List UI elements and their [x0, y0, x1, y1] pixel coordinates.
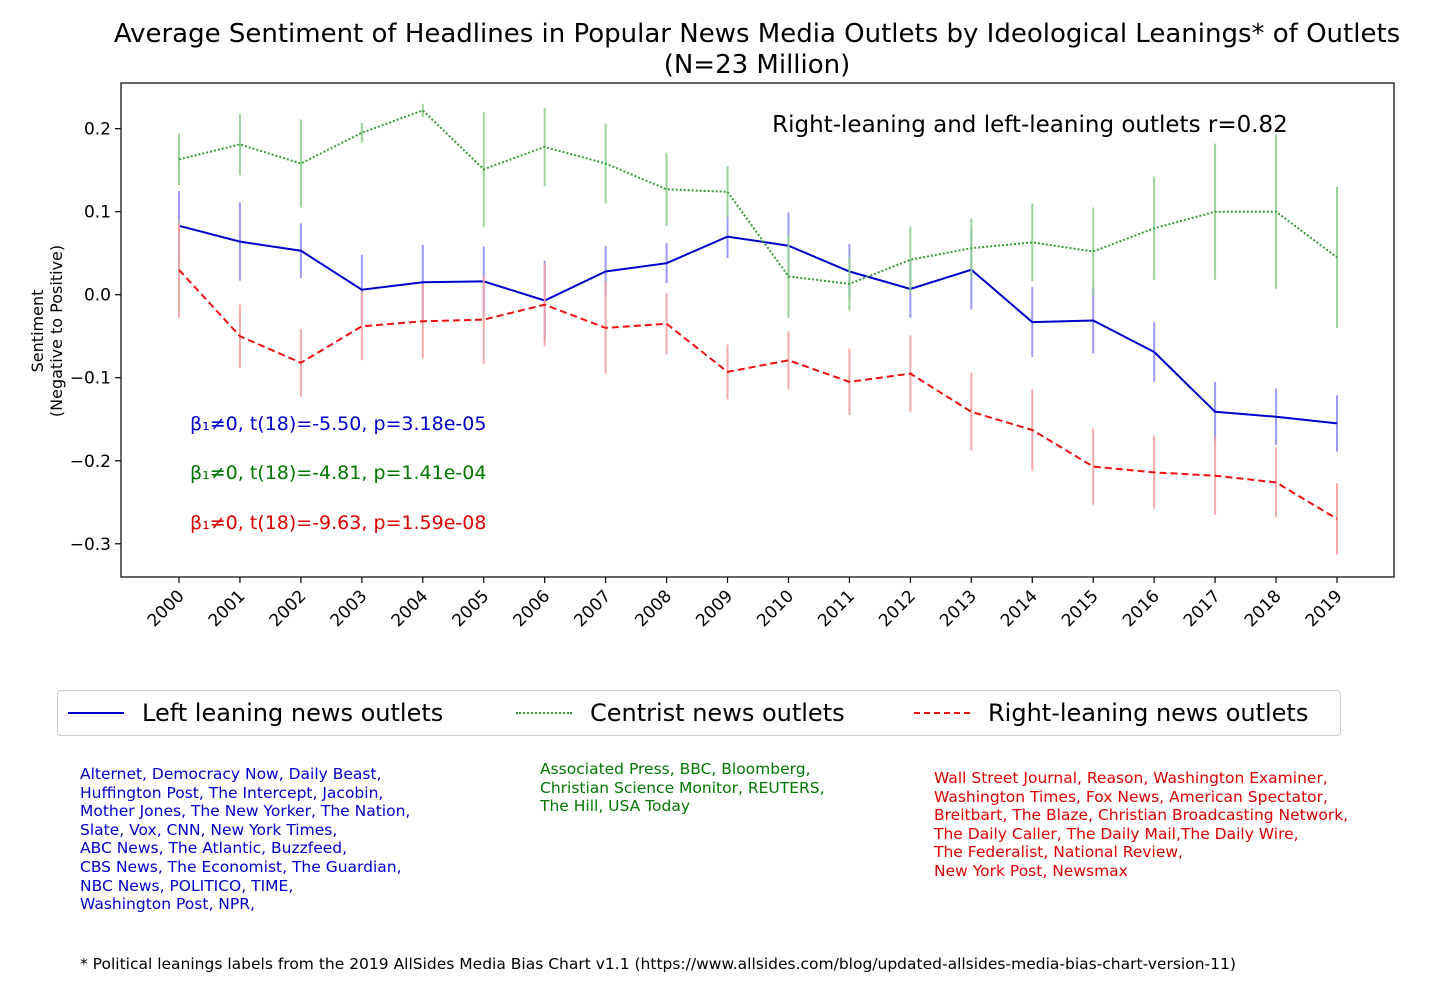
- x-tick-label: 2017: [1180, 586, 1225, 631]
- legend-swatch-centrist: [516, 712, 572, 714]
- right-outlets-list: Wall Street Journal, Reason, Washington …: [934, 769, 1349, 880]
- x-tick-label: 2010: [753, 586, 798, 631]
- legend-swatch-left: [68, 712, 124, 714]
- y-tick-label: −0.1: [70, 369, 111, 389]
- x-tick-label: 2000: [144, 586, 189, 631]
- series-line: [178, 109, 1338, 285]
- left-outlets-list: Alternet, Democracy Now, Daily Beast, Hu…: [80, 765, 411, 914]
- legend-label-right: Right-leaning news outlets: [988, 699, 1309, 727]
- x-tick-label: 2019: [1302, 586, 1347, 631]
- legend-label-left: Left leaning news outlets: [142, 699, 444, 727]
- y-tick-label: −0.3: [70, 535, 111, 555]
- x-axis: 2000 2001 2002 2003 2004 2005 2006 2007 2008 2009…: [144, 577, 1347, 631]
- x-tick-label: 2014: [997, 586, 1042, 631]
- legend-label-centrist: Centrist news outlets: [590, 699, 845, 727]
- centrist-outlets-list: Associated Press, BBC, Bloomberg, Christ…: [540, 760, 825, 816]
- x-tick-label: 2008: [631, 586, 676, 631]
- y-axis-label: Sentiment (Negative to Positive): [28, 245, 66, 417]
- y-tick-label: 0.1: [84, 203, 111, 223]
- x-tick-label: 2012: [875, 586, 920, 631]
- series-2: [178, 221, 1338, 555]
- legend: Left leaning news outlets Centrist news …: [57, 690, 1341, 736]
- series-1: [178, 103, 1338, 328]
- y-axis: 0.2 0.1 0.0 −0.1 −0.2 −0.3: [70, 120, 121, 555]
- x-tick-label: 2005: [449, 586, 494, 631]
- legend-swatch-right: [914, 712, 970, 714]
- x-tick-label: 2004: [388, 586, 433, 631]
- y-tick-label: 0.0: [84, 286, 111, 306]
- x-tick-label: 2015: [1058, 586, 1103, 631]
- x-tick-label: 2007: [570, 586, 615, 631]
- series-layer: [178, 103, 1338, 555]
- y-axis-label-main: Sentiment: [28, 290, 47, 373]
- x-tick-label: 2013: [936, 586, 981, 631]
- legend-item-centrist: Centrist news outlets: [516, 691, 845, 735]
- x-tick-label: 2018: [1241, 586, 1286, 631]
- x-tick-label: 2003: [327, 586, 372, 631]
- legend-item-left: Left leaning news outlets: [68, 691, 443, 735]
- stat-right: β₁≠0, t(18)=-9.63, p=1.59e-08: [190, 512, 486, 534]
- stat-centrist: β₁≠0, t(18)=-4.81, p=1.41e-04: [190, 462, 486, 484]
- x-tick-label: 2002: [266, 586, 311, 631]
- correlation-note: Right-leaning and left-leaning outlets r…: [772, 112, 1288, 138]
- x-tick-label: 2016: [1119, 586, 1164, 631]
- y-tick-label: 0.2: [84, 120, 111, 140]
- stat-left: β₁≠0, t(18)=-5.50, p=3.18e-05: [190, 413, 486, 435]
- chart-subtitle: (N=23 Million): [664, 50, 851, 80]
- plot-area: [120, 82, 1395, 578]
- x-tick-label: 2009: [692, 586, 737, 631]
- x-tick-label: 2001: [205, 586, 250, 631]
- y-axis-label-sub: (Negative to Positive): [47, 245, 66, 417]
- x-tick-label: 2006: [509, 586, 554, 631]
- chart-title: Average Sentiment of Headlines in Popula…: [114, 19, 1400, 49]
- y-tick-label: −0.2: [70, 452, 111, 472]
- series-line: [178, 224, 1338, 425]
- series-line: [178, 269, 1338, 520]
- legend-item-right: Right-leaning news outlets: [914, 691, 1308, 735]
- x-tick-label: 2011: [814, 586, 859, 631]
- footnote: * Political leanings labels from the 201…: [80, 955, 1236, 973]
